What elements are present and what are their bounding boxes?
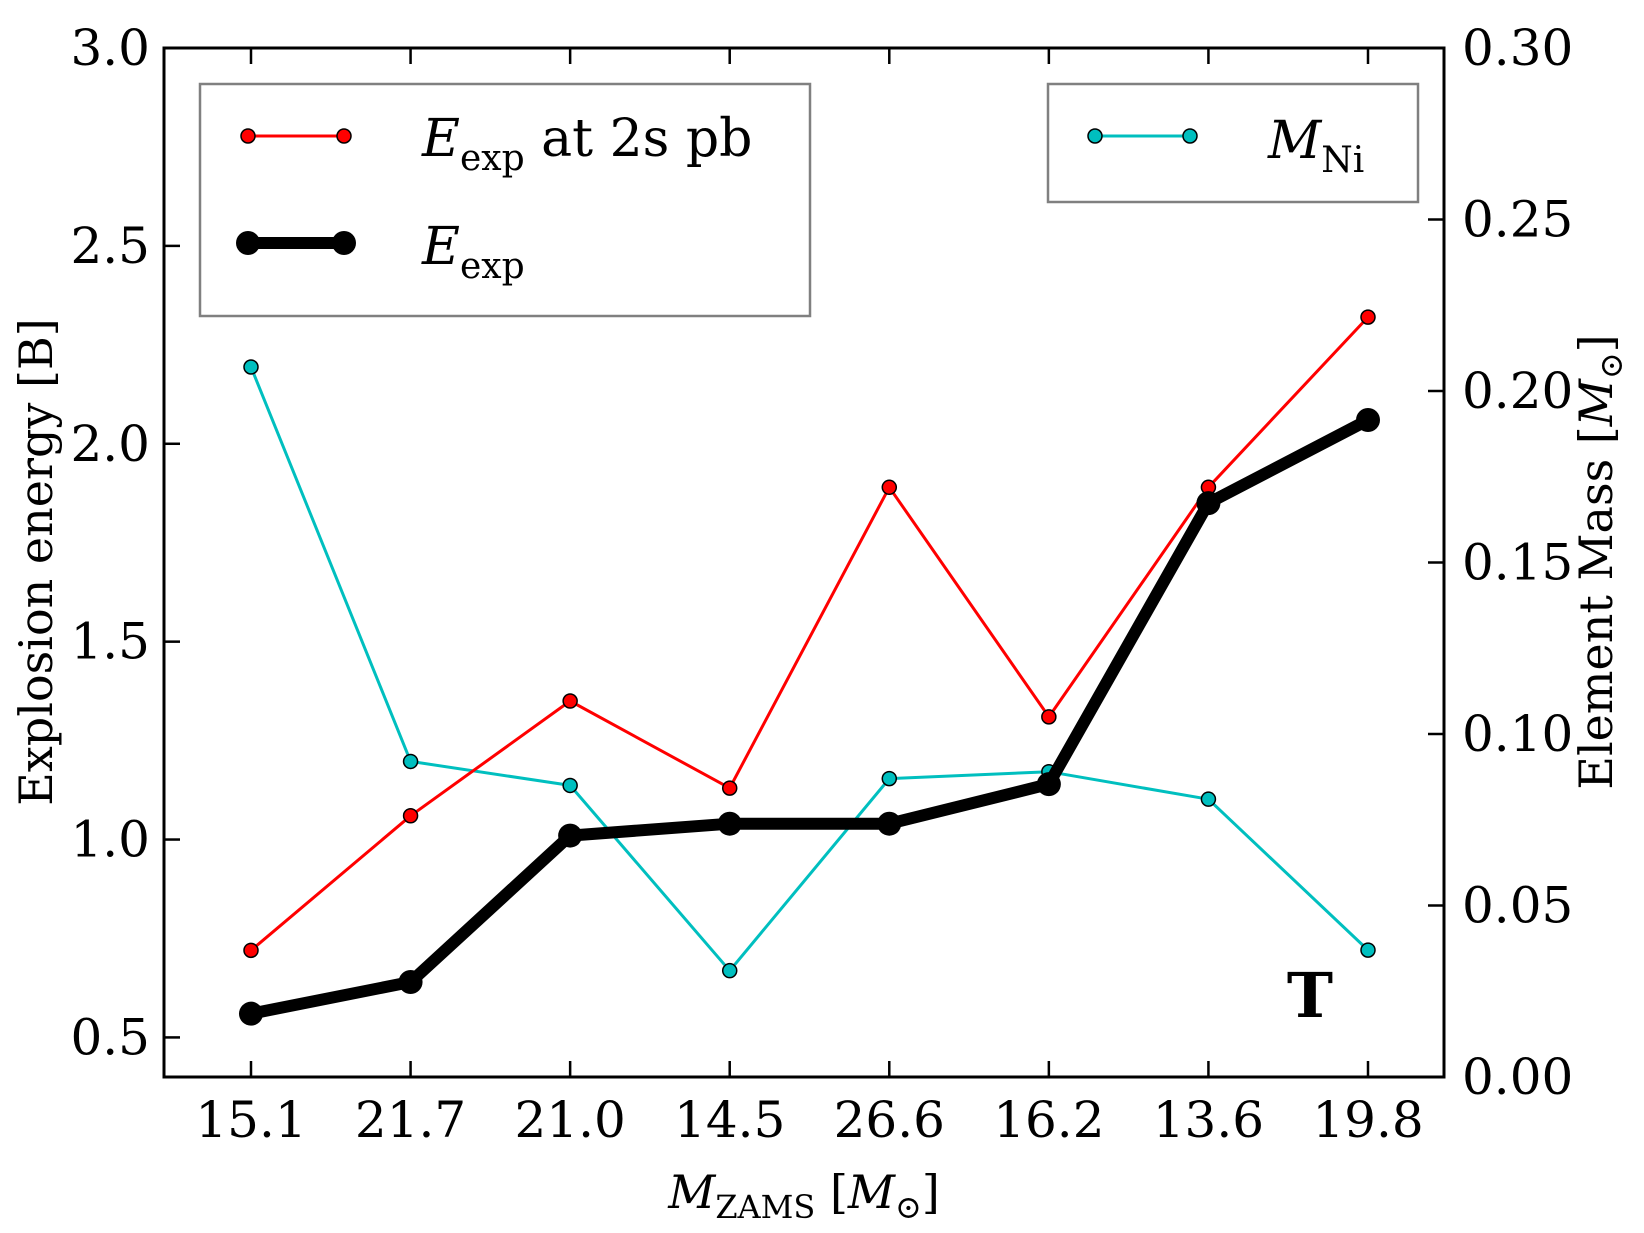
legend-energy: Eexp at 2s pb Eexp [198, 82, 812, 318]
x-tick-label: 26.6 [834, 1091, 945, 1149]
series-eexp-2s-point [562, 693, 578, 709]
legend-mass: MNi [1046, 82, 1420, 204]
series-eexp-point [1196, 491, 1221, 516]
x-axis-title: MZAMS [M⊙] [667, 1165, 940, 1226]
series-mni-point [243, 359, 259, 375]
series-eexp-2s-point [881, 479, 898, 496]
series-eexp-2s-point [402, 808, 419, 824]
series-mni-point [1360, 942, 1376, 958]
series-eexp-2s-point [721, 780, 738, 796]
legend-mni-label: MNi [1267, 111, 1364, 181]
left-y-tick-label: 1.0 [70, 811, 150, 869]
series-eexp-line [245, 414, 1374, 1020]
left-y-tick-label: 2.5 [70, 217, 150, 275]
legend-eexp-marker-left [236, 231, 260, 255]
panel-tag: T [1287, 959, 1333, 1032]
legend-mass-box [1046, 82, 1420, 204]
legend-eexp-marker-right [332, 231, 356, 255]
series-mni-point [881, 770, 898, 787]
series-mni-line [249, 365, 1370, 973]
legend-eexp-label: Eexp [421, 217, 525, 287]
x-tick-label: 16.2 [993, 1091, 1104, 1149]
series-mni-point [721, 962, 738, 979]
x-ticks: 15.1 21.7 21.0 14.5 26.6 16.2 13.6 19.8 [195, 48, 1424, 1149]
right-y-tick-label: 0.15 [1462, 534, 1573, 592]
legend-eexp2s-marker-right [336, 128, 352, 144]
legend-mni-marker-left [1087, 128, 1103, 144]
legend-eexp2s-label: Eexp at 2s pb [421, 109, 752, 179]
series-mni-point [562, 777, 578, 794]
left-y-tick-label: 1.5 [70, 613, 150, 671]
left-y-tick-label: 2.0 [70, 415, 150, 473]
x-tick-label: 21.7 [355, 1091, 466, 1149]
legend-energy-box [198, 82, 812, 318]
x-tick-label: 19.8 [1312, 1091, 1423, 1149]
series-mni-point [402, 753, 419, 770]
left-y-tick-label: 0.5 [70, 1008, 150, 1066]
left-y-ticks: 0.5 1.0 1.5 2.0 2.5 3.0 [70, 19, 180, 1066]
series-eexp-2s-point [1041, 709, 1057, 725]
series-eexp-point [558, 823, 583, 848]
series-eexp-2s-point [243, 942, 259, 959]
x-tick-label: 14.5 [674, 1091, 785, 1149]
series-eexp-point [1036, 772, 1061, 797]
left-y-tick-label: 3.0 [70, 19, 150, 77]
series-eexp-point [398, 970, 423, 995]
series-eexp-point [1356, 408, 1380, 433]
right-y-tick-label: 0.10 [1462, 705, 1573, 763]
series-eexp-point [877, 811, 902, 836]
right-y-ticks: 0.00 0.05 0.10 0.15 0.20 0.25 0.30 [1428, 19, 1573, 1106]
right-y-tick-label: 0.00 [1462, 1048, 1573, 1106]
right-y-axis-title: Element Mass [M⊙] [1569, 334, 1630, 789]
series-eexp-point [239, 1001, 263, 1026]
series-eexp-2s-point [1360, 309, 1376, 325]
legend-eexp2s-marker-left [240, 128, 256, 144]
right-y-tick-label: 0.30 [1462, 19, 1573, 77]
series-eexp-point [717, 811, 742, 836]
legend-mni-marker-right [1182, 128, 1198, 144]
x-tick-label: 15.1 [195, 1091, 306, 1149]
right-y-tick-label: 0.20 [1462, 362, 1573, 420]
series-layer [239, 309, 1380, 1026]
right-y-tick-label: 0.05 [1462, 877, 1573, 935]
right-y-tick-label: 0.25 [1462, 191, 1573, 249]
left-y-axis-title: Explosion energy [B] [9, 318, 63, 805]
series-eexp-2s-line [249, 315, 1370, 952]
x-tick-label: 13.6 [1153, 1091, 1264, 1149]
series-mni-point [1200, 791, 1217, 807]
x-tick-label: 21.0 [514, 1091, 625, 1149]
